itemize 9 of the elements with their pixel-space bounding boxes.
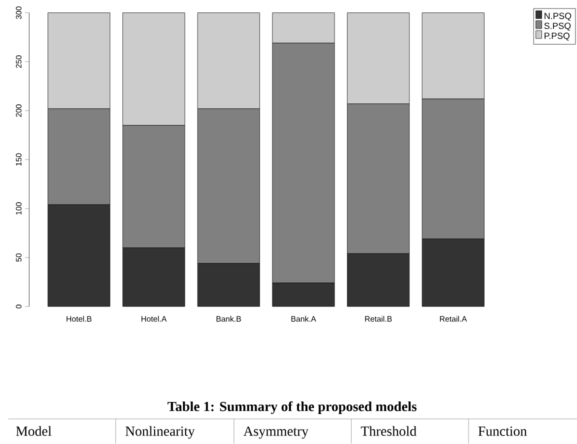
text: Function [478,426,527,436]
legend-label: P.PSQ [544,32,570,41]
text: Model [16,426,52,436]
text: Asymmetry [243,426,308,439]
text: Nonlinearity [125,426,195,439]
legend-label: N.PSQ [544,12,572,21]
legend-label: S.PSQ [544,22,571,31]
caption: Table 1: Summary of the proposed models [168,402,417,414]
text: Threshold [360,426,416,436]
